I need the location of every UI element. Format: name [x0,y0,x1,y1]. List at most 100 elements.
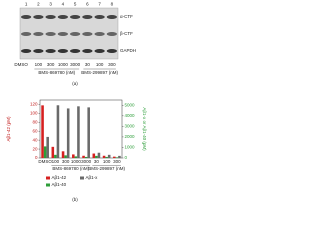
group-label: BMS-299897 (nM) [88,166,125,171]
band [33,32,44,36]
band [82,15,93,19]
condition-label: 300 [47,62,55,67]
band [69,15,81,19]
bar [64,155,67,158]
bar [102,155,106,158]
condition-label: 300 [108,62,116,67]
band [94,49,105,53]
bar [105,156,108,158]
plot-area [39,99,123,159]
y-tick-label: 120 [30,102,38,107]
y2-axis-label: Aβ1-x or Aβ1-40 (pM) [142,107,147,151]
x-tick-label: 3000 [81,159,92,164]
bar [84,156,88,158]
panel-label: (a) [72,81,78,86]
band [20,32,32,36]
y2-tick-label: 5000 [125,102,136,107]
lane-number: 6 [86,2,89,7]
y2-tick-label: 3000 [125,124,136,129]
bar [118,155,121,158]
panel-label: (b) [72,197,78,202]
band-label: GAPDH [120,48,136,53]
legend-swatch [46,176,50,180]
lane-number: 5 [74,2,77,7]
group-label: BMS-299897 (nM) [81,70,118,75]
y-tick-label: 20 [32,146,38,151]
bar [95,155,98,158]
bar [97,152,101,158]
y-tick-label: 100 [30,111,38,116]
bar [107,154,111,158]
y2-tick-label: 2000 [125,134,136,139]
y-tick-label: 60 [32,128,38,133]
condition-label: 100 [96,62,104,67]
legend-label: Aβ1-x [86,175,99,180]
bar [72,154,75,158]
band [45,49,56,53]
band [20,15,32,19]
band-label: α-CTF [120,14,133,19]
x-tick-label: 100 [103,159,111,164]
y-tick-label: 80 [32,119,38,124]
x-tick-label: DMSO [38,159,52,164]
bar [61,151,65,158]
bar [51,146,55,158]
bar [82,155,85,158]
lane-number: 4 [62,2,65,7]
bar [66,108,70,158]
condition-label: 1000 [58,62,69,67]
y-axis-label: Aβ1-42 (pM) [6,116,11,142]
legend-swatch [80,176,84,180]
band [45,15,56,19]
x-tick-label: 300 [113,159,121,164]
band [45,32,56,36]
bar [74,156,78,158]
band [69,32,81,36]
condition-label: 30 [85,62,91,67]
y2-tick-label: 1000 [125,145,136,150]
condition-label: 3000 [70,62,81,67]
y2-tick-label: 0 [125,155,128,160]
lane-number: 2 [37,2,40,7]
band [82,49,93,53]
band [106,49,118,53]
bar [115,157,119,158]
lane-number: 8 [111,2,114,7]
band [94,15,105,19]
band [33,49,44,53]
condition-label: DMSO [14,62,28,67]
band [69,49,81,53]
legend-label: Aβ1-40 [52,182,67,187]
lane-number: 7 [98,2,101,7]
band-label: β-CTF [120,31,133,36]
legend-swatch [46,183,50,187]
legend-label: Aβ1-42 [52,175,67,180]
group-label: BMS-869780 (nM) [52,166,89,171]
bar [46,136,49,158]
x-tick-label: 1000 [71,159,82,164]
x-tick-label: 30 [94,159,100,164]
band [20,49,32,53]
band [94,32,105,36]
y2-tick-label: 4000 [125,113,136,118]
bar [113,156,116,158]
bar [41,105,44,158]
band [106,15,118,19]
x-tick-label: 300 [62,159,70,164]
band [57,32,69,36]
bar [87,107,90,158]
lane-number: 3 [49,2,52,7]
bar [92,153,96,158]
x-tick-label: 100 [52,159,60,164]
bar [43,146,47,158]
band [57,15,69,19]
band [82,32,93,36]
band [57,49,69,53]
bar [77,106,80,158]
y-tick-label: 0 [35,155,38,160]
condition-label: 100 [35,62,43,67]
bar [56,105,60,158]
band [106,32,118,36]
y-tick-label: 40 [32,137,38,142]
